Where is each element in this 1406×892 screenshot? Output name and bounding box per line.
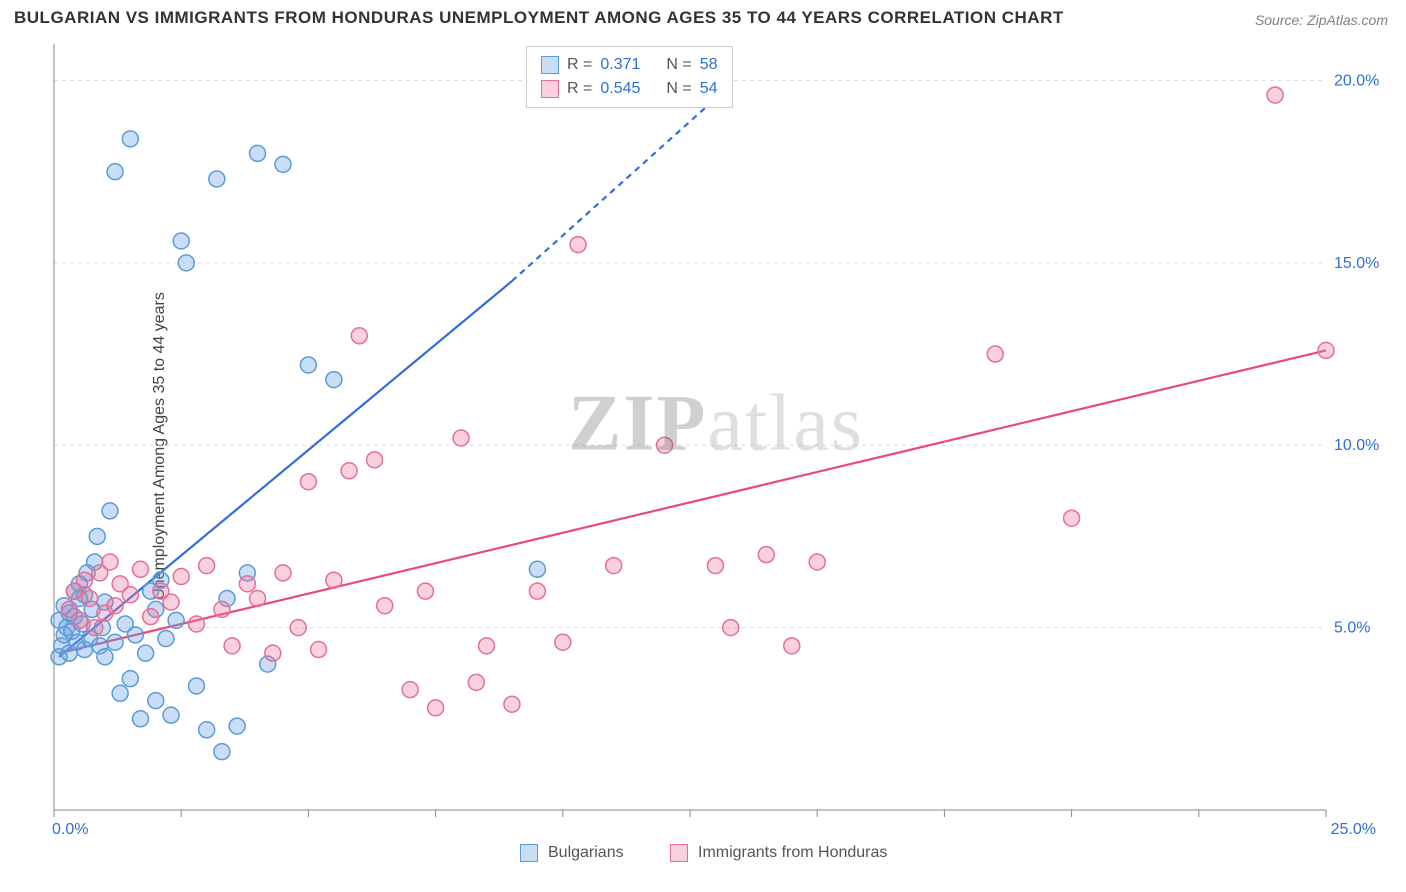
source-attribution: Source: ZipAtlas.com (1255, 12, 1388, 28)
svg-text:10.0%: 10.0% (1334, 437, 1379, 454)
chart-title: BULGARIAN VS IMMIGRANTS FROM HONDURAS UN… (14, 8, 1064, 28)
stat-r-label-1: R = (567, 77, 592, 101)
plot-area: 5.0%10.0%15.0%20.0%0.0%25.0% ZIPatlas (46, 40, 1386, 840)
svg-text:25.0%: 25.0% (1331, 821, 1376, 838)
svg-text:5.0%: 5.0% (1334, 620, 1370, 637)
scatter-plot-svg: 5.0% 10.0% 15.0% 20.0% 0.0% 25.0% (46, 40, 1386, 840)
legend-swatch-bulgarians (520, 844, 538, 862)
svg-text:0.0%: 0.0% (52, 821, 88, 838)
stat-n-value-0: 58 (700, 53, 718, 77)
svg-text:20.0%: 20.0% (1334, 72, 1379, 89)
correlation-stats-box: R = 0.371 N = 58 R = 0.545 N = 54 (526, 46, 733, 108)
legend-swatch-honduras (670, 844, 688, 862)
stat-r-value-0: 0.371 (600, 53, 640, 77)
svg-text:15.0%: 15.0% (1334, 255, 1379, 272)
legend-label-honduras: Immigrants from Honduras (698, 844, 887, 862)
legend-bulgarians: Bulgarians (520, 844, 624, 862)
stat-n-value-1: 54 (700, 77, 718, 101)
legend-honduras: Immigrants from Honduras (670, 844, 887, 862)
stat-n-label-1: N = (666, 77, 691, 101)
stats-row-bulgarians: R = 0.371 N = 58 (541, 53, 718, 77)
stat-n-label-0: N = (666, 53, 691, 77)
stat-r-label-0: R = (567, 53, 592, 77)
legend-label-bulgarians: Bulgarians (548, 844, 624, 862)
swatch-bulgarians (541, 56, 559, 74)
stats-row-honduras: R = 0.545 N = 54 (541, 77, 718, 101)
swatch-honduras (541, 80, 559, 98)
stat-r-value-1: 0.545 (600, 77, 640, 101)
